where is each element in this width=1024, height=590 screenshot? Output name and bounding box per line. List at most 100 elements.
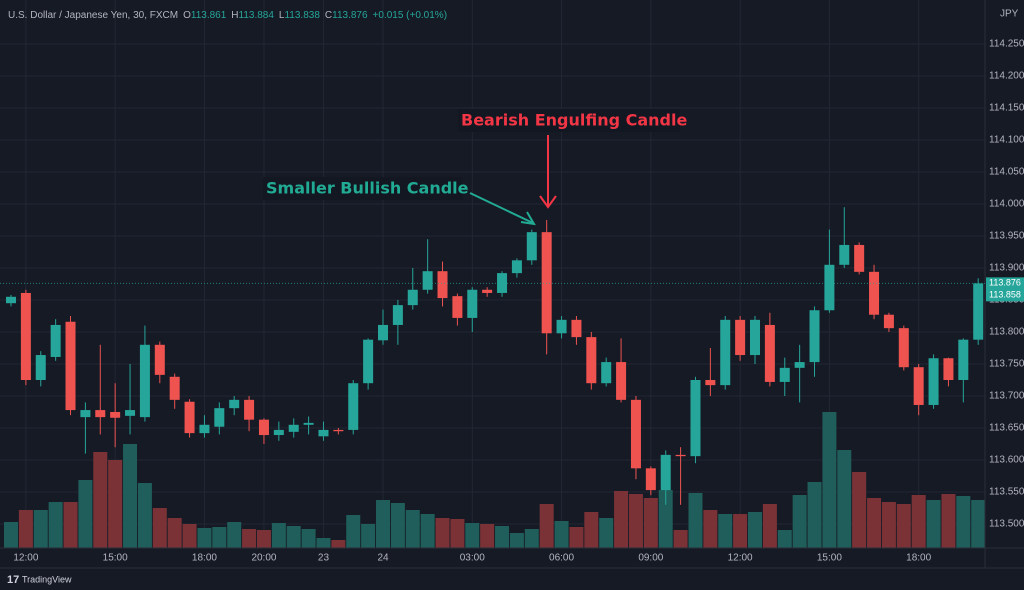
x-tick-label: 15:00 (817, 553, 842, 564)
candle-body (258, 419, 269, 436)
volume-bar (554, 521, 569, 548)
candle-body (824, 264, 835, 311)
candle-body (437, 271, 448, 299)
candle-body (35, 355, 46, 380)
candle-body (80, 410, 91, 418)
y-tick-label: 113.500 (989, 519, 1024, 530)
header-item: U.S. Dollar / Japanese Yen, 30, FXCM (8, 10, 178, 21)
annotation-bearish: Bearish Engulfing Candle (458, 109, 687, 209)
volume-bar (63, 502, 78, 548)
brand: 17 TradingView (7, 574, 72, 586)
volume-bar (807, 482, 822, 548)
volume-bar (748, 512, 762, 548)
header-item: L (279, 10, 285, 21)
candle-body (95, 410, 106, 418)
candle-body (839, 244, 850, 265)
annotation-bullish: Smaller Bullish Candle (263, 177, 536, 226)
volume-bar (688, 493, 703, 548)
volume-bar (524, 529, 539, 548)
candle-body (794, 362, 805, 368)
volume-bar (495, 526, 510, 548)
brand-name: TradingView (22, 574, 72, 584)
volume-bar (152, 508, 167, 548)
volume-bar (762, 504, 777, 548)
volume-bar (941, 494, 956, 548)
candle-body (363, 339, 374, 384)
header-item: +0.015 (+0.01%) (373, 10, 448, 21)
y-tick-label: 114.000 (989, 199, 1024, 210)
volume-bar (93, 452, 108, 548)
volume-bar (78, 480, 93, 548)
volume-bar (718, 514, 733, 548)
x-tick-label: 06:00 (549, 553, 574, 564)
x-tick-label: 09:00 (638, 553, 663, 564)
volume-bar (197, 528, 212, 548)
price-tag-label: 113.876 (989, 278, 1021, 288)
candle-body (616, 362, 627, 400)
brand-logo: 17 (7, 574, 19, 586)
currency-label: JPY (1000, 9, 1019, 20)
candle-body (630, 399, 641, 469)
annotation-bg (263, 177, 463, 200)
arrow-head (520, 211, 536, 226)
header-item: O (183, 10, 191, 21)
volume-bar (777, 530, 792, 548)
volume-bar (4, 522, 18, 548)
y-tick-label: 113.800 (989, 327, 1024, 338)
candle-body (154, 344, 165, 375)
volume-bar (376, 500, 390, 548)
volume-bar (643, 498, 658, 548)
y-tick-label: 113.600 (989, 455, 1024, 466)
y-tick-label: 113.650 (989, 423, 1024, 434)
y-tick-label: 114.050 (989, 167, 1024, 178)
candle-body (6, 296, 16, 304)
volume-bar (450, 519, 465, 548)
candle-body (65, 321, 76, 411)
volume-bar (614, 491, 629, 548)
candle-body (482, 289, 493, 293)
volume-bar (167, 518, 182, 548)
volume-bar (911, 495, 926, 548)
candle-body (735, 319, 746, 356)
candle-body (601, 362, 612, 384)
header-item: C (325, 10, 332, 21)
candle-body (318, 429, 329, 437)
volume-bar (703, 510, 718, 548)
candle-body (883, 314, 894, 329)
volume-bar (852, 472, 867, 548)
volume-bar (405, 510, 420, 548)
volume-bar (673, 530, 688, 548)
volume-bar (212, 527, 227, 548)
volume-bar (123, 444, 138, 548)
volume-bar (867, 498, 882, 548)
y-tick-label: 113.900 (989, 263, 1024, 274)
volume-bar (881, 502, 896, 548)
header-item: H (231, 10, 238, 21)
volume-bar (137, 483, 152, 548)
volume-bar (435, 518, 450, 548)
candle-body (244, 399, 255, 420)
x-tick-label: 20:00 (251, 553, 276, 564)
candle-body (720, 319, 731, 386)
header-item: 113.838 (284, 10, 320, 21)
candle-body (898, 328, 909, 368)
candle-body (199, 424, 210, 434)
candle-body (392, 305, 403, 325)
y-tick-label: 113.700 (989, 391, 1024, 402)
volume-bar (896, 504, 911, 548)
candle-body (497, 273, 508, 293)
candle-body (541, 232, 552, 334)
volume-bar (242, 529, 257, 548)
candle-body (422, 271, 433, 290)
candle-body (229, 399, 240, 409)
volume-bar (301, 529, 316, 548)
x-tick-label: 12:00 (13, 553, 38, 564)
volume-bar (792, 495, 807, 548)
header-item: 113.861 (191, 10, 227, 21)
volume-bar (48, 502, 63, 548)
candle-body (958, 339, 969, 380)
candle-body (779, 367, 790, 382)
candle-body (50, 324, 61, 357)
x-tick-label: 18:00 (906, 553, 931, 564)
header-item: 113.876 (332, 10, 368, 21)
